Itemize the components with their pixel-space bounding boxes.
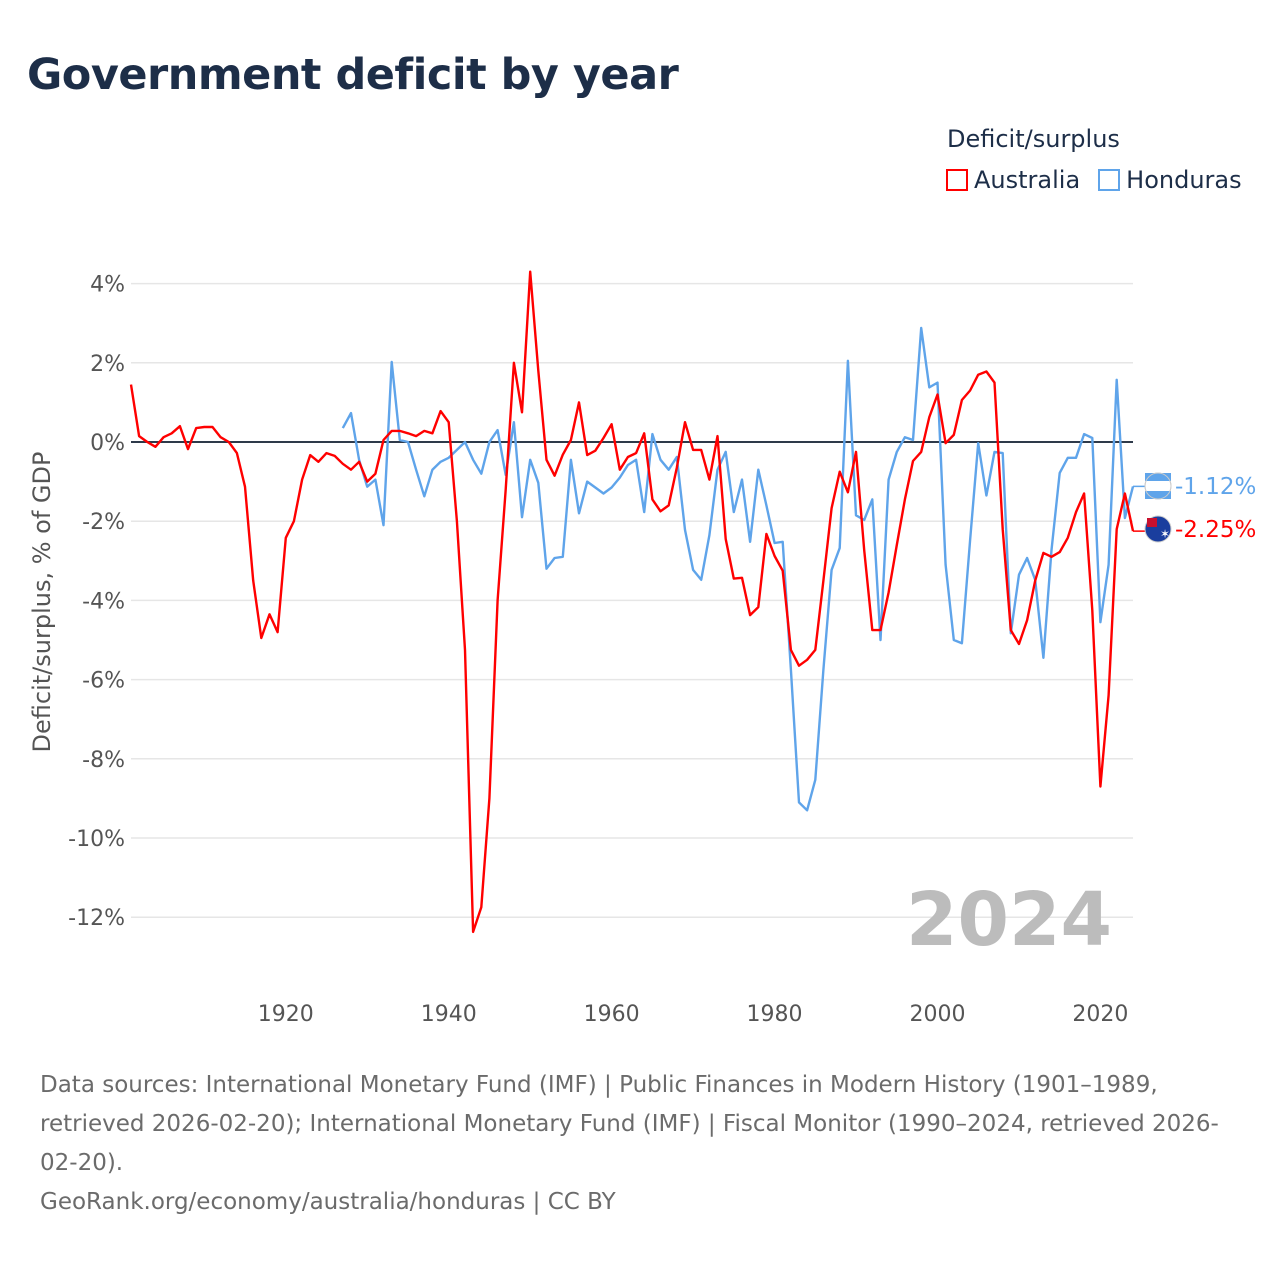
legend-swatch-australia xyxy=(946,169,968,191)
credit-link[interactable]: GeoRank.org/economy/australia/honduras |… xyxy=(40,1189,616,1215)
legend-item-australia[interactable]: Australia xyxy=(946,166,1080,194)
y-axis-label: Deficit/surplus, % of GDP xyxy=(28,452,56,753)
legend: Australia Honduras xyxy=(946,166,1242,194)
series-line-australia xyxy=(129,270,1135,934)
honduras-flag-icon xyxy=(1144,472,1172,500)
australia-flag-icon: ✶ xyxy=(1144,515,1172,543)
x-tick-label: 2020 xyxy=(1072,1002,1128,1027)
y-tick-label: -8% xyxy=(82,748,125,773)
y-tick-label: 4% xyxy=(90,273,125,298)
chart-title: Government deficit by year xyxy=(27,50,679,100)
legend-label: Australia xyxy=(974,166,1081,194)
x-tick-label: 1940 xyxy=(421,1002,477,1027)
legend-label: Honduras xyxy=(1126,166,1242,194)
year-label: 2024 xyxy=(906,877,1112,963)
y-tick-label: -10% xyxy=(68,827,125,852)
y-tick-label: 2% xyxy=(90,352,125,377)
footer: Data sources: International Monetary Fun… xyxy=(40,1066,1240,1222)
x-tick-label: 2000 xyxy=(909,1002,965,1027)
y-tick-label: -6% xyxy=(82,669,125,694)
legend-swatch-honduras xyxy=(1098,169,1121,191)
end-connector xyxy=(1133,529,1147,532)
y-tick-label: -2% xyxy=(82,510,125,535)
end-label-australia: -2.25% xyxy=(1175,517,1256,543)
y-tick-label: -12% xyxy=(68,906,125,931)
series-line-honduras xyxy=(341,326,1135,812)
y-tick-label: -4% xyxy=(82,589,125,614)
x-tick-label: 1960 xyxy=(584,1002,640,1027)
legend-title: Deficit/surplus xyxy=(947,125,1120,153)
x-tick-label: 1980 xyxy=(747,1002,803,1027)
end-label-honduras: -1.12% xyxy=(1175,474,1256,500)
svg-text:✶: ✶ xyxy=(1160,527,1170,541)
legend-item-honduras[interactable]: Honduras xyxy=(1098,166,1242,194)
data-sources: Data sources: International Monetary Fun… xyxy=(40,1072,1219,1176)
y-tick-label: 0% xyxy=(90,431,125,456)
x-tick-label: 1920 xyxy=(258,1002,314,1027)
